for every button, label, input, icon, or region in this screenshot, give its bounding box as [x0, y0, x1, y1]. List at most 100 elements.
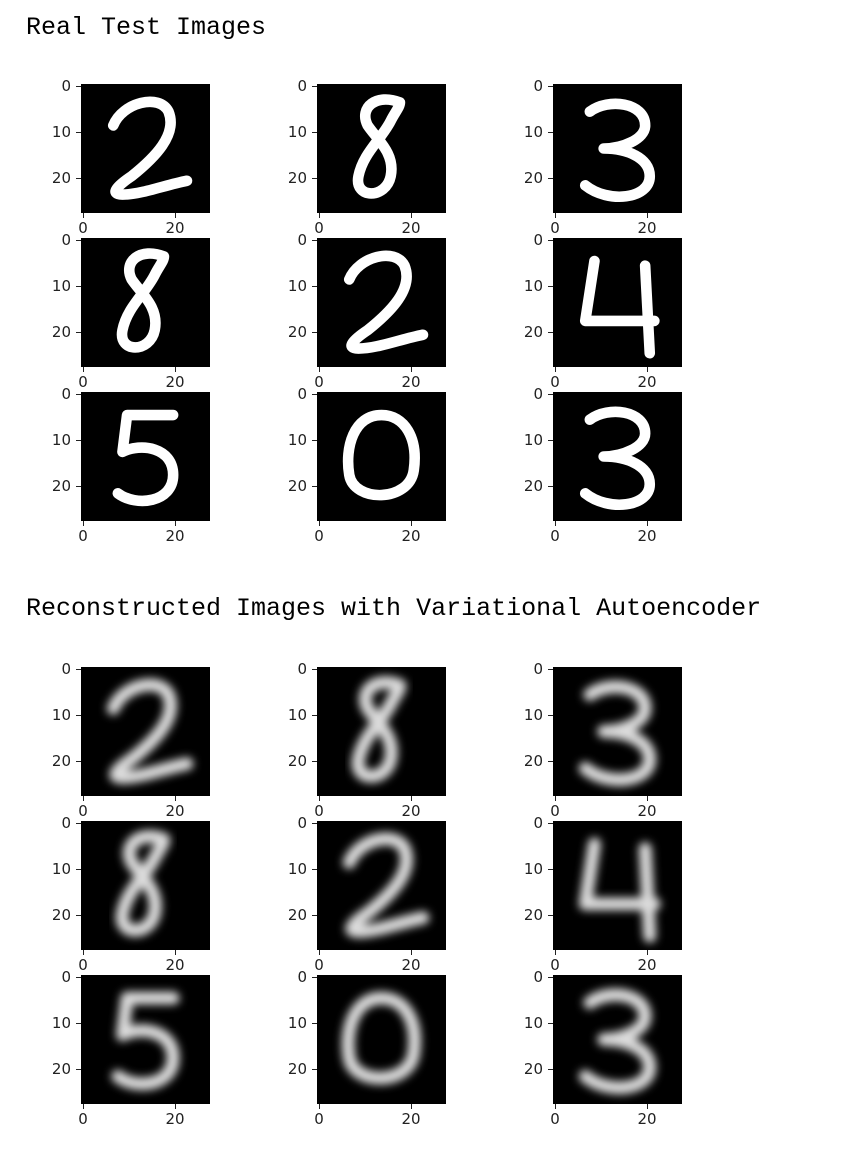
- x-tick-label: 20: [401, 373, 421, 391]
- x-tick-label: 0: [550, 373, 560, 391]
- x-tick-label: 20: [165, 219, 185, 237]
- tick-mark: [411, 367, 412, 372]
- tick-mark: [555, 521, 556, 526]
- digit-image: [81, 392, 210, 521]
- x-tick-label: 0: [550, 802, 560, 820]
- digit-stroke-2: [343, 250, 429, 354]
- y-tick-label: 20: [51, 752, 71, 770]
- digit-image: [81, 975, 210, 1104]
- x-tick-label: 20: [637, 802, 657, 820]
- x-tick-label: 0: [78, 956, 88, 974]
- x-tick-label: 0: [314, 219, 324, 237]
- tick-mark: [319, 1104, 320, 1109]
- tick-mark: [411, 213, 412, 218]
- tick-mark: [312, 669, 317, 670]
- tick-mark: [647, 796, 648, 801]
- tick-mark: [76, 440, 81, 441]
- y-tick-label: 0: [61, 814, 71, 832]
- tick-mark: [76, 332, 81, 333]
- y-tick-label: 20: [287, 1060, 307, 1078]
- y-tick-label: 0: [61, 968, 71, 986]
- x-tick-label: 0: [78, 1110, 88, 1128]
- y-tick-label: 10: [287, 860, 307, 878]
- digit-image: [81, 821, 210, 950]
- x-tick-label: 0: [78, 373, 88, 391]
- x-tick-label: 20: [165, 802, 185, 820]
- tick-mark: [548, 332, 553, 333]
- digit-stroke-3: [578, 680, 657, 787]
- y-tick-label: 0: [61, 77, 71, 95]
- tick-mark: [76, 823, 81, 824]
- tick-mark: [83, 213, 84, 218]
- tick-mark: [647, 950, 648, 955]
- y-tick-label: 10: [51, 706, 71, 724]
- y-tick-label: 10: [287, 706, 307, 724]
- x-tick-label: 0: [550, 1110, 560, 1128]
- y-tick-label: 20: [51, 906, 71, 924]
- y-tick-label: 20: [51, 169, 71, 187]
- digit-stroke-8: [351, 676, 407, 783]
- tick-mark: [76, 977, 81, 978]
- tick-mark: [312, 915, 317, 916]
- y-tick-label: 20: [523, 752, 543, 770]
- tick-mark: [555, 367, 556, 372]
- digit-image: [317, 667, 446, 796]
- tick-mark: [312, 761, 317, 762]
- digit-image: [81, 238, 210, 367]
- tick-mark: [548, 286, 553, 287]
- tick-mark: [647, 367, 648, 372]
- tick-mark: [548, 486, 553, 487]
- section-title-reconstructed: Reconstructed Images with Variational Au…: [26, 594, 762, 623]
- tick-mark: [411, 521, 412, 526]
- tick-mark: [548, 715, 553, 716]
- tick-mark: [555, 950, 556, 955]
- y-tick-label: 0: [533, 231, 543, 249]
- tick-mark: [319, 367, 320, 372]
- digit-image: [553, 667, 682, 796]
- tick-mark: [83, 367, 84, 372]
- y-tick-label: 10: [523, 860, 543, 878]
- tick-mark: [548, 1023, 553, 1024]
- tick-mark: [312, 1023, 317, 1024]
- tick-mark: [312, 823, 317, 824]
- tick-mark: [76, 286, 81, 287]
- y-tick-label: 10: [51, 431, 71, 449]
- x-tick-label: 20: [165, 1110, 185, 1128]
- x-tick-label: 0: [314, 373, 324, 391]
- tick-mark: [555, 1104, 556, 1109]
- tick-mark: [312, 86, 317, 87]
- tick-mark: [548, 132, 553, 133]
- y-tick-label: 10: [287, 277, 307, 295]
- y-tick-label: 10: [51, 860, 71, 878]
- tick-mark: [548, 1069, 553, 1070]
- digit-stroke-5: [111, 991, 180, 1091]
- digit-image: [553, 975, 682, 1104]
- y-tick-label: 0: [297, 77, 307, 95]
- digit-stroke-8: [115, 830, 171, 937]
- x-tick-label: 0: [78, 802, 88, 820]
- y-tick-label: 20: [287, 752, 307, 770]
- x-tick-label: 20: [401, 527, 421, 545]
- x-tick-label: 0: [314, 956, 324, 974]
- y-tick-label: 20: [51, 1060, 71, 1078]
- tick-mark: [76, 86, 81, 87]
- y-tick-label: 20: [523, 323, 543, 341]
- tick-mark: [175, 521, 176, 526]
- y-tick-label: 20: [523, 169, 543, 187]
- tick-mark: [319, 950, 320, 955]
- y-tick-label: 10: [523, 431, 543, 449]
- y-tick-label: 10: [523, 706, 543, 724]
- digit-stroke-2: [106, 678, 194, 785]
- y-tick-label: 20: [523, 906, 543, 924]
- x-tick-label: 0: [78, 219, 88, 237]
- tick-mark: [175, 213, 176, 218]
- digit-stroke-4: [579, 255, 660, 359]
- tick-mark: [548, 86, 553, 87]
- tick-mark: [312, 715, 317, 716]
- tick-mark: [312, 869, 317, 870]
- y-tick-label: 10: [523, 123, 543, 141]
- tick-mark: [647, 1104, 648, 1109]
- y-tick-label: 20: [51, 477, 71, 495]
- digit-image: [317, 975, 446, 1104]
- x-tick-label: 20: [165, 527, 185, 545]
